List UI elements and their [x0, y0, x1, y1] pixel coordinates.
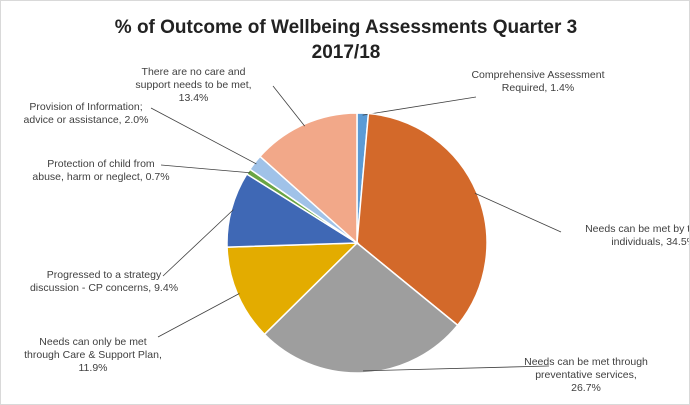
label-value: 13.4%: [178, 92, 209, 104]
label-name: Needs can be met by th individuals,: [585, 223, 690, 248]
data-label: Needs can be met through preventative se…: [521, 356, 651, 395]
data-label: Comprehensive Assessment Required, 1.4%: [463, 69, 613, 95]
leader-line: [150, 107, 257, 165]
label-value: 9.4%: [154, 282, 179, 294]
leader-line: [162, 209, 234, 277]
data-label: Protection of child from abuse, harm or …: [31, 158, 171, 184]
data-label: There are no care and support needs to b…: [126, 66, 261, 105]
label-name: Comprehensive Assessment Required,: [471, 69, 605, 94]
pie-slice: [356, 112, 488, 327]
data-label: Progressed to a strategy discussion - CP…: [29, 269, 179, 295]
leader-line: [362, 96, 477, 116]
chart-title: % of Outcome of Wellbeing Assessments Qu…: [114, 17, 578, 63]
label-value: 0.7%: [145, 171, 170, 183]
leader-line: [272, 85, 306, 127]
label-name: Provision of Information; advice or assi…: [23, 101, 143, 126]
data-label: Needs can only be met through Care & Sup…: [23, 336, 163, 375]
data-label: Needs can be met by th individuals, 34.5…: [556, 223, 690, 249]
data-label: Provision of Information; advice or assi…: [21, 101, 151, 127]
leader-line: [157, 293, 240, 338]
label-name: There are no care and support needs to b…: [135, 66, 252, 91]
label-value: 26.7%: [571, 382, 601, 394]
label-name: Needs can only be met through Care & Sup…: [24, 336, 162, 361]
pie-slice: [258, 112, 358, 245]
pie-slice: [226, 173, 360, 248]
label-value: 2.0%: [124, 114, 149, 126]
label-value: 1.4%: [550, 82, 575, 94]
label-name: Needs can be met through preventative se…: [524, 356, 648, 381]
pie-slice: [263, 241, 459, 374]
label-name: Progressed to a strategy discussion - CP…: [29, 269, 162, 294]
leader-line: [160, 164, 251, 174]
leader-line: [474, 192, 562, 233]
label-value: 34.5%: [666, 236, 689, 248]
leader-line: [363, 365, 550, 372]
label-value: 11.9%: [78, 362, 108, 374]
label-name: Protection of child from abuse, harm or …: [32, 158, 155, 183]
